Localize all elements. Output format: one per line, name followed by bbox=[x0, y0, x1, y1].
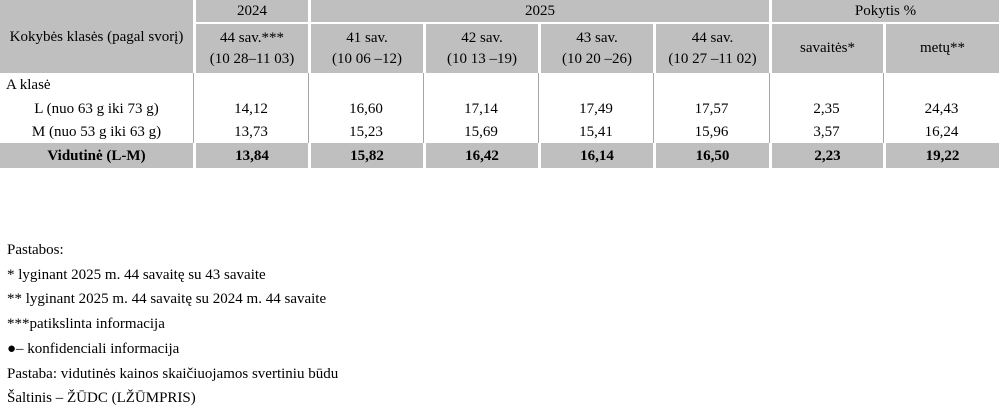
week-header-row: 44 sav.*** (10 28–11 03) 41 sav. (10 06 … bbox=[0, 24, 999, 73]
table-body: A klasė L (nuo 63 g iki 73 g) 14,12 16,6… bbox=[0, 73, 999, 168]
footnotes: Pastabos: * lyginant 2025 m. 44 savaitę … bbox=[0, 238, 999, 410]
table-header: Kokybės klasės (pagal svorį) 2024 2025 P… bbox=[0, 0, 999, 73]
cell-value: 16,24 bbox=[883, 120, 999, 143]
footnote-source: Šaltinis – ŽŪDC (LŽŪMPRIS) bbox=[7, 390, 196, 407]
corner-header-quality-classes: Kokybės klasės (pagal svorį) bbox=[0, 0, 193, 73]
footnote-revised-info: ***patikslinta informacija bbox=[7, 316, 165, 333]
cell-value: 17,14 bbox=[423, 97, 538, 120]
cell-value: 17,49 bbox=[538, 97, 653, 120]
col-header-week44: 44 sav. (10 27 –11 02) bbox=[653, 24, 769, 73]
col-header-week42: 42 sav. (10 13 –19) bbox=[423, 24, 538, 73]
year-header-row: Kokybės klasės (pagal svorį) 2024 2025 P… bbox=[0, 0, 999, 73]
cell-value: 15,96 bbox=[653, 120, 769, 143]
col-header-week41: 41 sav. (10 06 –12) bbox=[308, 24, 423, 73]
week-label: metų** bbox=[920, 40, 965, 56]
footnote-weighted-average: Pastaba: vidutinės kainos skaičiuojamos … bbox=[7, 365, 339, 382]
cell-value bbox=[653, 73, 769, 97]
cell-value bbox=[769, 73, 883, 97]
cell-value bbox=[308, 73, 423, 97]
cell-value: 15,23 bbox=[308, 120, 423, 143]
col-header-week43: 43 sav. (10 20 –26) bbox=[538, 24, 653, 73]
cell-value: 15,82 bbox=[308, 143, 423, 168]
row-label: Vidutinė (L-M) bbox=[0, 143, 193, 168]
egg-price-table: Kokybės klasės (pagal svorį) 2024 2025 P… bbox=[0, 0, 999, 168]
row-label: M (nuo 53 g iki 63 g) bbox=[0, 120, 193, 143]
cell-value: 15,69 bbox=[423, 120, 538, 143]
cell-value: 2,35 bbox=[769, 97, 883, 120]
week-label: 43 sav. bbox=[576, 29, 618, 46]
footnote-heading: Pastabos: bbox=[7, 242, 64, 258]
cell-value: 13,73 bbox=[193, 120, 308, 143]
cell-value: 16,60 bbox=[308, 97, 423, 120]
cell-value: 3,57 bbox=[769, 120, 883, 143]
cell-value: 15,41 bbox=[538, 120, 653, 143]
week-dates: (10 28–11 03) bbox=[209, 50, 295, 67]
table-row-size-m: M (nuo 53 g iki 63 g) 13,73 15,23 15,69 … bbox=[0, 120, 999, 143]
col-header-change-yearly: metų** bbox=[883, 24, 999, 73]
footnote-confidential-info: ●– konfidenciali informacija bbox=[7, 340, 180, 357]
col-header-change-weekly: savaitės* bbox=[769, 24, 883, 73]
week-dates: (10 13 –19) bbox=[447, 50, 517, 67]
cell-value: 16,14 bbox=[538, 143, 653, 168]
cell-value: 24,43 bbox=[883, 97, 999, 120]
week-label: 44 sav. bbox=[691, 29, 734, 46]
cell-value: 2,23 bbox=[769, 143, 883, 168]
year-group-2025: 2025 bbox=[308, 0, 769, 24]
cell-value: 19,22 bbox=[883, 143, 999, 168]
row-label: L (nuo 63 g iki 73 g) bbox=[0, 97, 193, 120]
cell-value bbox=[538, 73, 653, 97]
col-header-2024-week44: 44 sav.*** (10 28–11 03) bbox=[193, 24, 308, 73]
week-dates: (10 27 –11 02) bbox=[668, 50, 757, 67]
cell-value: 17,57 bbox=[653, 97, 769, 120]
cell-value: 13,84 bbox=[193, 143, 308, 168]
cell-value: 16,42 bbox=[423, 143, 538, 168]
cell-value bbox=[193, 73, 308, 97]
cell-value: 16,50 bbox=[653, 143, 769, 168]
table-row-average: Vidutinė (L-M) 13,84 15,82 16,42 16,14 1… bbox=[0, 143, 999, 168]
footnote-yearly-comparison: ** lyginant 2025 m. 44 savaitę su 2024 m… bbox=[7, 291, 327, 308]
week-dates: (10 20 –26) bbox=[562, 50, 632, 67]
week-label: 44 sav.*** bbox=[219, 29, 285, 46]
year-group-2024: 2024 bbox=[193, 0, 308, 24]
cell-value bbox=[883, 73, 999, 97]
cell-value bbox=[423, 73, 538, 97]
footnote-weekly-comparison: * lyginant 2025 m. 44 savaitę su 43 sava… bbox=[7, 266, 266, 283]
table-row-size-l: L (nuo 63 g iki 73 g) 14,12 16,60 17,14 … bbox=[0, 97, 999, 120]
row-label: A klasė bbox=[0, 73, 193, 97]
week-label: savaitės* bbox=[800, 40, 855, 56]
year-group-change-pct: Pokytis % bbox=[769, 0, 999, 24]
week-label: 42 sav. bbox=[461, 29, 503, 46]
cell-value: 14,12 bbox=[193, 97, 308, 120]
week-dates: (10 06 –12) bbox=[332, 50, 402, 67]
week-label: 41 sav. bbox=[346, 29, 388, 46]
table-row-a-class: A klasė bbox=[0, 73, 999, 97]
